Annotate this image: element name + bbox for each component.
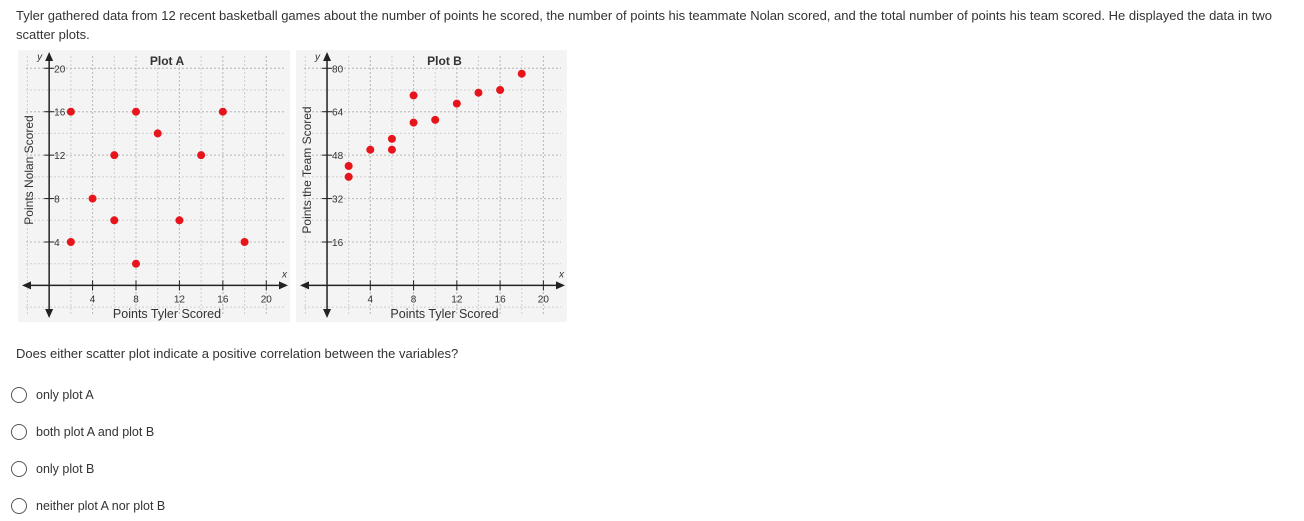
y-tick-label: 16 [54,108,66,119]
arrow [556,281,565,290]
radio-button[interactable] [11,498,27,514]
option[interactable]: only plot A [11,387,94,403]
arrow [279,281,288,290]
y-axis-title: Points Nolan Scored [22,115,36,224]
y-tick-label: 48 [332,151,344,162]
y-tick-label: 16 [332,238,344,249]
question: Does either scatter plot indicate a posi… [16,346,459,361]
x-tick-label: 12 [451,294,463,305]
option[interactable]: neither plot A nor plot B [11,498,165,514]
arrow [45,309,54,318]
x-axis-letter: x [558,269,565,280]
point [409,118,418,127]
plot-background [18,50,290,322]
x-tick-label: 8 [411,294,417,305]
option-label[interactable]: neither plot A nor plot B [36,499,166,513]
x-tick-label: 20 [261,294,273,305]
point [452,99,461,108]
radio-button[interactable] [11,387,27,403]
x-axis-title: Points Tyler Scored [113,307,221,321]
x-axis-title: Points Tyler Scored [390,307,498,321]
y-tick-label: 32 [332,195,344,206]
y-axis-letter: y [314,52,321,63]
point [366,145,375,154]
point [88,194,97,203]
y-tick-label: 4 [54,238,60,249]
chart-title: Plot A [150,54,185,68]
x-tick-label: 12 [174,294,186,305]
point [240,238,249,246]
point [344,172,353,181]
point [132,259,140,268]
x-tick-label: 4 [90,294,96,305]
question-stem: Tyler gathered data from 12 recent baske… [16,8,1272,42]
point [431,115,440,124]
point [153,129,162,138]
y-tick-label: 12 [54,151,66,162]
y-tick-label: 20 [54,64,66,75]
point [66,107,75,116]
y-axis-title: Points the Team Scored [300,106,314,233]
arrow [323,52,332,61]
y-tick-label: 8 [54,195,60,206]
radio-button[interactable] [11,424,27,440]
point [474,88,483,97]
point [197,151,206,160]
option-label[interactable]: both plot A and plot B [36,425,155,439]
option[interactable]: both plot A and plot B [11,424,154,440]
x-tick-label: 8 [133,294,139,305]
option[interactable]: only plot B [11,461,94,477]
x-tick-label: 20 [538,294,550,305]
point [409,91,418,100]
point [132,107,140,116]
option-label[interactable]: only plot B [36,462,95,476]
point [66,238,75,246]
radio-button[interactable] [11,461,27,477]
x-axis-letter: x [281,269,288,280]
y-axis-letter: y [36,52,43,63]
point [387,134,396,143]
y-tick-label: 80 [332,64,344,75]
point [517,69,526,78]
arrow [45,52,54,61]
y-tick-label: 64 [332,108,344,119]
point [110,216,119,225]
chart-title: Plot B [427,54,462,68]
point [175,216,184,225]
x-tick-label: 16 [495,294,507,305]
point [344,162,353,170]
arrow [300,281,309,290]
arrow [22,281,31,290]
arrow [323,309,332,318]
option-label[interactable]: only plot A [36,388,94,402]
point [496,86,505,94]
point [387,145,396,154]
point [218,107,227,116]
point [110,151,119,160]
x-tick-label: 16 [217,294,229,305]
x-tick-label: 4 [368,294,374,305]
plot-background [296,50,567,322]
